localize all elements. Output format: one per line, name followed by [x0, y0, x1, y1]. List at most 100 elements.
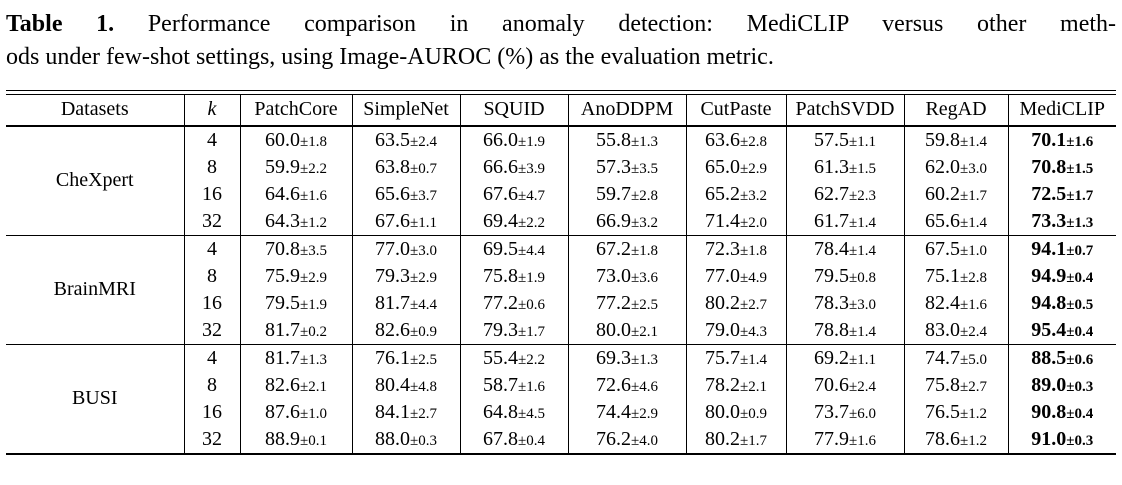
- plus-minus-symbol: ±: [300, 405, 309, 422]
- column-header-mediclip: MediCLIP: [1007, 94, 1116, 126]
- std-value: ±1.6: [849, 433, 876, 449]
- plus-minus-symbol: ±: [849, 133, 858, 150]
- table-row: 16 64.6±1.6 65.6±3.7 67.6±4.7 59.7±2.8 65.2±3…: [6, 180, 1116, 208]
- std-number: 2.7: [968, 378, 987, 395]
- caption-text-1: Performance comparison in anomaly detect…: [147, 11, 1117, 37]
- plus-minus-symbol: ±: [300, 214, 309, 231]
- table-body: CheXpert 4 60.0±1.8 63.5±2.4 66.0±1.9 55.8±1.…: [6, 125, 1116, 453]
- mean-value: 70.8: [1031, 155, 1067, 178]
- k-value-cell: 4: [183, 344, 240, 372]
- plus-minus-symbol: ±: [631, 214, 640, 231]
- std-number: 2.4: [418, 133, 437, 150]
- score-cell: 67.6±1.1: [351, 207, 460, 235]
- plus-minus-symbol: ±: [1066, 323, 1075, 340]
- plus-minus-symbol: ±: [1066, 296, 1075, 313]
- std-value: ±1.6: [1066, 134, 1093, 150]
- std-number: 1.6: [857, 432, 876, 449]
- std-number: 4.6: [639, 378, 658, 395]
- plus-minus-symbol: ±: [740, 405, 749, 422]
- mean-value: 75.8: [483, 264, 518, 287]
- std-number: 1.7: [526, 323, 545, 340]
- std-value: ±1.8: [300, 134, 327, 150]
- plus-minus-symbol: ±: [410, 351, 419, 368]
- score-cell: 72.5±1.7: [1007, 180, 1116, 208]
- plus-minus-symbol: ±: [960, 269, 969, 286]
- mean-value: 72.5: [1031, 182, 1067, 205]
- std-value: ±1.6: [518, 379, 545, 395]
- score-cell: 77.0±4.9: [685, 262, 786, 290]
- std-value: ±2.9: [631, 406, 658, 422]
- mean-value: 62.7: [814, 182, 849, 205]
- plus-minus-symbol: ±: [740, 242, 749, 259]
- std-value: ±1.7: [740, 433, 767, 449]
- std-value: ±3.5: [300, 243, 327, 259]
- std-value: ±0.5: [1066, 297, 1093, 313]
- std-number: 3.0: [857, 296, 876, 313]
- mean-value: 77.2: [483, 291, 518, 314]
- plus-minus-symbol: ±: [410, 133, 419, 150]
- score-cell: 55.4±2.2: [459, 344, 568, 372]
- score-cell: 82.6±2.1: [239, 371, 352, 399]
- score-cell: 78.8±1.4: [785, 316, 904, 344]
- plus-minus-symbol: ±: [300, 323, 309, 340]
- score-cell: 78.4±1.4: [785, 235, 904, 263]
- mean-value: 62.0: [925, 155, 960, 178]
- score-cell: 75.8±1.9: [459, 262, 568, 290]
- std-value: ±1.4: [740, 352, 767, 368]
- score-cell: 91.0±0.3: [1007, 425, 1116, 453]
- mean-value: 79.3: [375, 264, 410, 287]
- std-value: ±3.2: [631, 215, 658, 231]
- std-number: 1.9: [526, 133, 545, 150]
- score-cell: 66.0±1.9: [459, 125, 568, 154]
- std-number: 4.4: [526, 242, 545, 259]
- plus-minus-symbol: ±: [740, 160, 749, 177]
- plus-minus-symbol: ±: [631, 405, 640, 422]
- std-number: 1.6: [1074, 133, 1094, 150]
- std-number: 2.0: [748, 214, 767, 231]
- std-number: 3.6: [639, 269, 658, 286]
- score-cell: 79.3±2.9: [351, 262, 460, 290]
- std-number: 0.9: [748, 405, 767, 422]
- score-cell: 64.6±1.6: [239, 180, 352, 208]
- std-value: ±0.7: [1066, 243, 1093, 259]
- plus-minus-symbol: ±: [849, 296, 858, 313]
- table-row: 32 81.7±0.2 82.6±0.9 79.3±1.7 80.0±2.1 79.0±4…: [6, 316, 1116, 344]
- score-cell: 70.8±3.5: [239, 235, 352, 263]
- std-number: 2.8: [639, 187, 658, 204]
- mean-value: 57.5: [814, 128, 849, 151]
- score-cell: 78.2±2.1: [685, 371, 786, 399]
- std-value: ±1.5: [1066, 161, 1093, 177]
- plus-minus-symbol: ±: [849, 242, 858, 259]
- mean-value: 69.3: [596, 346, 631, 369]
- mean-value: 75.1: [925, 264, 960, 287]
- mean-value: 94.1: [1031, 237, 1067, 260]
- mean-value: 75.8: [925, 373, 960, 396]
- plus-minus-symbol: ±: [1066, 378, 1075, 395]
- score-cell: 88.9±0.1: [239, 425, 352, 453]
- plus-minus-symbol: ±: [740, 269, 749, 286]
- mean-value: 81.7: [265, 318, 300, 341]
- plus-minus-symbol: ±: [740, 351, 749, 368]
- plus-minus-symbol: ±: [300, 133, 309, 150]
- score-cell: 88.5±0.6: [1007, 344, 1116, 372]
- score-cell: 67.6±4.7: [459, 180, 568, 208]
- std-number: 2.7: [748, 296, 767, 313]
- score-cell: 76.1±2.5: [351, 344, 460, 372]
- std-value: ±0.8: [849, 270, 876, 286]
- std-value: ±1.0: [300, 406, 327, 422]
- std-value: ±1.4: [960, 134, 987, 150]
- mean-value: 81.7: [375, 291, 410, 314]
- plus-minus-symbol: ±: [300, 432, 309, 449]
- plus-minus-symbol: ±: [410, 242, 419, 259]
- score-cell: 57.3±3.5: [567, 153, 686, 181]
- mean-value: 79.0: [705, 318, 740, 341]
- score-cell: 58.7±1.6: [459, 371, 568, 399]
- score-cell: 70.6±2.4: [785, 371, 904, 399]
- column-header-squid: SQUID: [459, 94, 568, 126]
- mean-value: 79.5: [265, 291, 300, 314]
- k-value-cell: 4: [183, 235, 240, 263]
- table-row: CheXpert 4 60.0±1.8 63.5±2.4 66.0±1.9 55.8±1.…: [6, 125, 1116, 191]
- mean-value: 67.6: [375, 209, 410, 232]
- mean-value: 55.8: [596, 128, 631, 151]
- score-cell: 73.3±1.3: [1007, 207, 1116, 235]
